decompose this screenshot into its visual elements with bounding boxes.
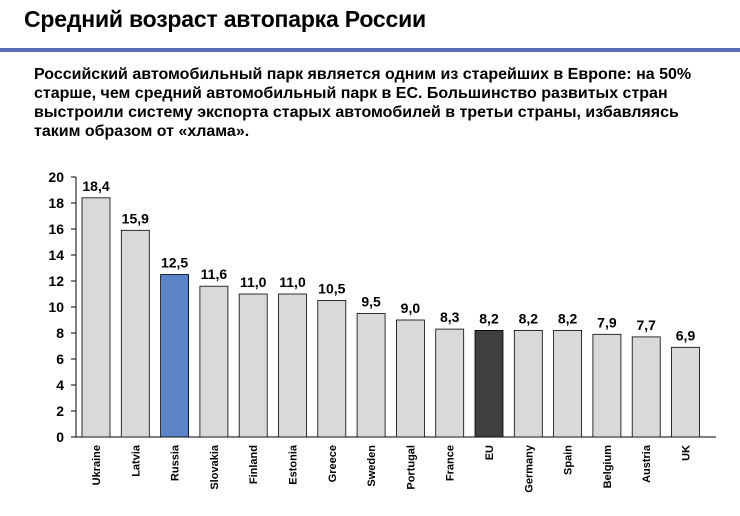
y-tick-label: 0 bbox=[56, 429, 64, 445]
x-label-france: France bbox=[445, 445, 457, 481]
chart-description: Российский автомобильный парк является о… bbox=[34, 66, 692, 140]
y-tick-label: 12 bbox=[48, 273, 64, 289]
bars-group bbox=[81, 197, 700, 438]
value-label-estonia: 11,0 bbox=[279, 274, 306, 290]
x-label-portugal: Portugal bbox=[405, 445, 417, 490]
y-tick-label: 4 bbox=[56, 377, 64, 393]
x-labels-group: Ukraine Latvia Russia Slovakia Finland Estoni… bbox=[91, 444, 693, 493]
x-label-finland: Finland bbox=[248, 445, 260, 484]
bar-latvia bbox=[120, 229, 150, 438]
x-label-germany: Germany bbox=[523, 444, 535, 493]
value-label-belgium: 7,9 bbox=[597, 314, 617, 330]
value-label-finland: 11,0 bbox=[240, 274, 267, 290]
bar-uk bbox=[671, 346, 700, 438]
y-tick-label: 16 bbox=[48, 221, 64, 237]
bar-belgium bbox=[592, 333, 622, 438]
value-label-spain: 8,2 bbox=[558, 310, 578, 326]
bar-slovakia bbox=[199, 285, 229, 438]
y-tick-label: 14 bbox=[48, 247, 64, 263]
value-label-slovakia: 11,6 bbox=[201, 266, 228, 282]
y-tick-label: 10 bbox=[48, 299, 64, 315]
y-tick-label: 20 bbox=[48, 169, 64, 185]
value-label-austria: 7,7 bbox=[636, 317, 656, 333]
title-divider bbox=[0, 48, 740, 52]
value-label-greece: 10,5 bbox=[318, 281, 345, 297]
value-label-portugal: 9,0 bbox=[401, 300, 421, 316]
x-label-austria: Austria bbox=[641, 444, 653, 483]
value-label-sweden: 9,5 bbox=[361, 294, 381, 310]
value-label-germany: 8,2 bbox=[519, 310, 539, 326]
y-tick-label: 18 bbox=[48, 195, 64, 211]
value-label-latvia: 15,9 bbox=[122, 210, 149, 226]
bar-spain bbox=[553, 329, 582, 438]
x-label-estonia: Estonia bbox=[288, 444, 300, 485]
bar-estonia bbox=[278, 293, 307, 438]
x-label-russia: Russia bbox=[170, 444, 182, 481]
x-label-sweden: Sweden bbox=[366, 445, 378, 487]
bar-sweden bbox=[356, 313, 386, 438]
page-title: Средний возраст автопарка России bbox=[24, 6, 426, 32]
bar-germany bbox=[513, 329, 543, 438]
bar-greece bbox=[317, 300, 347, 438]
x-label-greece: Greece bbox=[327, 445, 339, 482]
x-label-slovakia: Slovakia bbox=[209, 444, 221, 490]
value-label-eu: 8,2 bbox=[479, 310, 499, 326]
x-label-latvia: Latvia bbox=[130, 444, 142, 477]
value-label-ukraine: 18,4 bbox=[82, 178, 109, 194]
bar-ukraine bbox=[81, 197, 111, 438]
x-label-spain: Spain bbox=[563, 445, 575, 475]
x-label-belgium: Belgium bbox=[602, 445, 614, 489]
bar-france bbox=[435, 328, 465, 438]
value-label-uk: 6,9 bbox=[676, 327, 696, 343]
y-tick-label: 6 bbox=[56, 351, 64, 367]
x-label-eu: EU bbox=[484, 445, 496, 460]
y-tick-label: 8 bbox=[56, 325, 64, 341]
bar-russia bbox=[160, 274, 190, 438]
value-label-france: 8,3 bbox=[440, 309, 460, 325]
value-label-russia: 12,5 bbox=[161, 255, 188, 271]
value-labels-group: 18,4 15,9 12,5 11,6 11,0 11,0 10,5 9,5 9,0 8,3 8,2… bbox=[82, 178, 695, 343]
bar-austria bbox=[631, 336, 661, 438]
x-label-ukraine: Ukraine bbox=[91, 445, 103, 485]
x-label-uk: UK bbox=[681, 445, 693, 461]
bar-finland bbox=[238, 293, 268, 438]
bar-eu bbox=[474, 329, 504, 438]
y-tick-label: 2 bbox=[56, 403, 64, 419]
bar-portugal bbox=[395, 319, 425, 438]
